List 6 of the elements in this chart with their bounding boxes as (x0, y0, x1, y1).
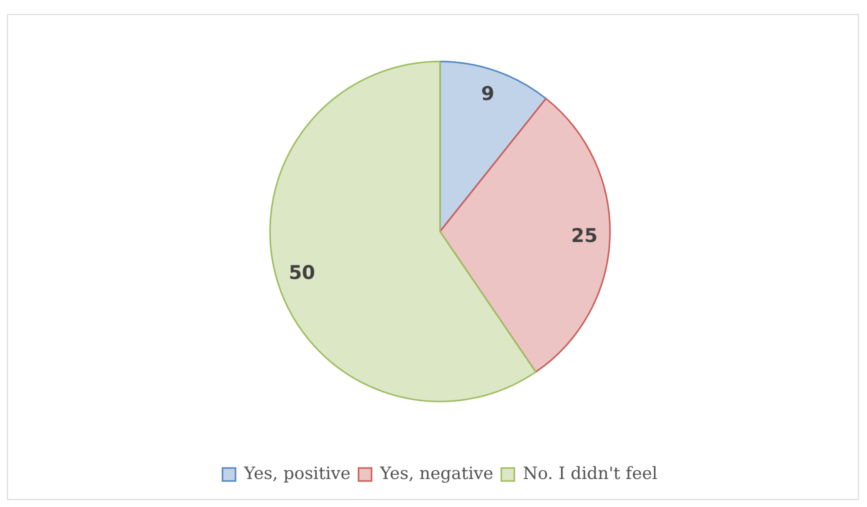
data-label: 9 (481, 83, 494, 106)
legend-label: Yes, positive (243, 464, 351, 484)
data-label: 25 (571, 224, 598, 247)
legend-label: No. I didn't feel (522, 464, 658, 484)
legend-label: Yes, negative (379, 464, 494, 484)
data-label: 50 (288, 262, 316, 284)
